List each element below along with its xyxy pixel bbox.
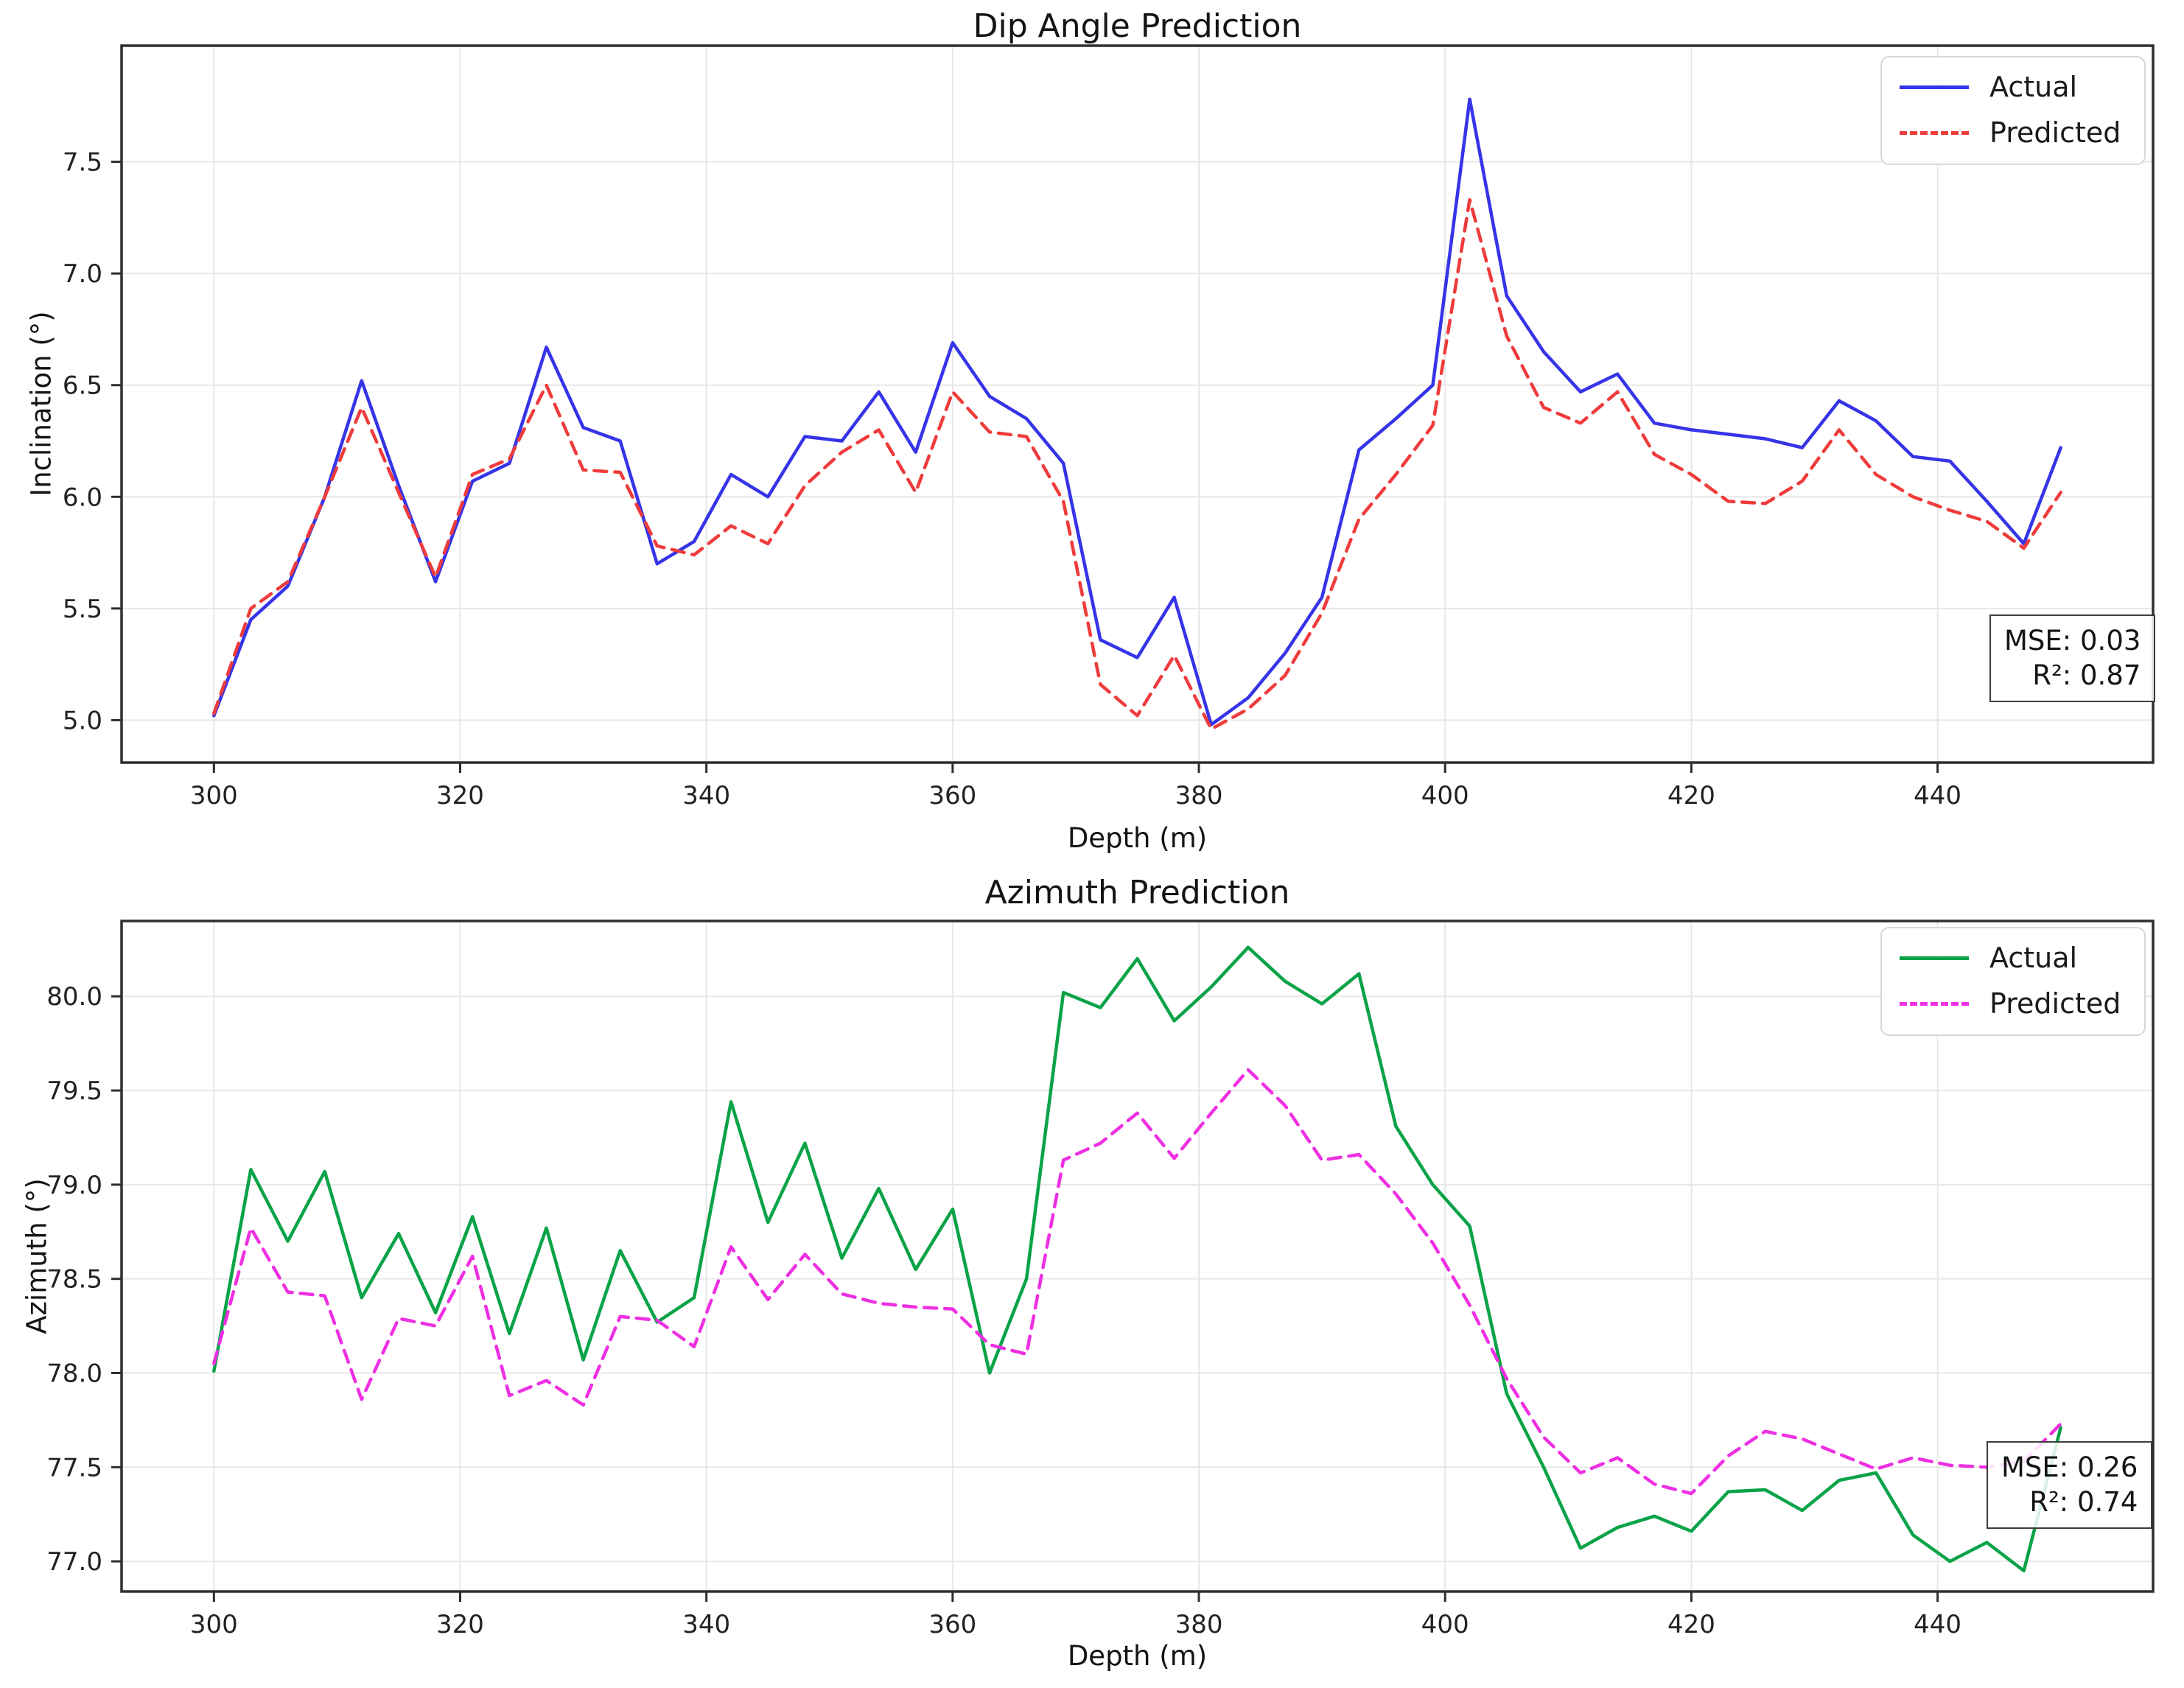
mse-value: MSE: 0.03	[2004, 625, 2141, 656]
x-tick-label: 420	[1667, 1610, 1715, 1639]
y-tick-label: 78.5	[46, 1265, 102, 1295]
azimuth-chart-title: Azimuth Prediction	[984, 874, 1290, 911]
x-tick-label: 360	[928, 781, 976, 810]
x-tick-label: 440	[1914, 1610, 1961, 1639]
predicted-line	[212, 197, 2062, 731]
azimuth-chart-x-axis-label: Depth (m)	[1067, 1640, 1208, 1672]
axes: 300 320 340 360 380 400 420 440 5.0 5.5 6.0 6.5 7.0 7…	[63, 44, 2155, 810]
legend-row-actual: Actual	[1900, 942, 2124, 974]
x-tick-label: 300	[190, 1610, 238, 1639]
actual-line-sample-icon	[1900, 85, 1969, 90]
dip-chart-y-axis-label: Inclination (°)	[25, 311, 57, 497]
data-series	[212, 945, 2062, 1573]
y-tick-label: 5.5	[63, 595, 102, 624]
axes: 300 320 340 360 380 400 420 440 77.0 77.5 78.0 78.5…	[46, 920, 2155, 1639]
y-tick-label: 77.0	[46, 1547, 102, 1577]
y-tick-label: 7.5	[63, 148, 102, 178]
y-tick-label: 80.0	[46, 982, 102, 1012]
legend-label: Predicted	[1989, 116, 2121, 149]
legend-row-predicted: Predicted	[1900, 987, 2124, 1020]
y-tick-label: 7.0	[63, 259, 102, 289]
azimuth-chart-y-axis-label: Azimuth (°)	[21, 1178, 53, 1334]
azimuth-chart-metrics-box: MSE: 0.26 R²: 0.74	[1987, 1441, 2153, 1529]
x-tick-label: 400	[1421, 1610, 1469, 1639]
dip-chart-legend: Actual Predicted	[1880, 56, 2146, 165]
predicted-line-sample-icon	[1900, 1002, 1969, 1006]
x-tick-label: 300	[190, 781, 238, 810]
plot-frame	[120, 44, 2155, 764]
x-tick-label: 420	[1667, 781, 1715, 810]
data-series	[212, 97, 2062, 731]
gridlines	[122, 921, 2153, 1591]
legend-label: Actual	[1989, 71, 2078, 103]
x-tick-label: 380	[1175, 781, 1223, 810]
dip-chart-title: Dip Angle Prediction	[973, 7, 1302, 45]
dip-angle-chart-canvas: 300 320 340 360 380 400 420 440 5.0 5.5 6.0 6.5 7.0 7…	[63, 44, 2155, 810]
y-tick-label: 79.0	[46, 1171, 102, 1200]
dip-chart-x-axis-label: Depth (m)	[1067, 822, 1208, 854]
actual-line	[212, 97, 2062, 726]
gridlines	[122, 46, 2153, 763]
predicted-line	[212, 1068, 2062, 1496]
y-tick-label: 78.0	[46, 1359, 102, 1388]
legend-label: Predicted	[1989, 987, 2121, 1020]
y-tick-label: 79.5	[46, 1076, 102, 1106]
actual-line	[212, 945, 2062, 1573]
y-tick-label: 6.5	[63, 371, 102, 401]
y-tick-label: 77.5	[46, 1453, 102, 1482]
azimuth-chart-legend: Actual Predicted	[1880, 927, 2146, 1036]
x-tick-label: 340	[682, 1610, 730, 1639]
predicted-line-sample-icon	[1900, 131, 1969, 136]
legend-label: Actual	[1989, 942, 2078, 974]
y-tick-label: 5.0	[63, 706, 102, 735]
mse-value: MSE: 0.26	[2001, 1451, 2138, 1483]
x-tick-label: 320	[436, 781, 484, 810]
x-tick-label: 400	[1421, 781, 1469, 810]
r2-value: R²: 0.74	[2029, 1486, 2138, 1519]
x-tick-label: 440	[1914, 781, 1961, 810]
legend-row-actual: Actual	[1900, 71, 2124, 103]
azimuth-chart-canvas: 300 320 340 360 380 400 420 440 77.0 77.5 78.0 78.5…	[46, 920, 2155, 1639]
x-tick-label: 320	[436, 1610, 484, 1639]
actual-line-sample-icon	[1900, 956, 1969, 961]
dip-chart-metrics-box: MSE: 0.03 R²: 0.87	[1989, 614, 2156, 702]
r2-value: R²: 0.87	[2032, 659, 2141, 692]
x-tick-label: 360	[928, 1610, 976, 1639]
y-tick-label: 6.0	[63, 483, 102, 512]
x-tick-label: 380	[1175, 1610, 1223, 1639]
plot-frame	[120, 920, 2155, 1593]
legend-row-predicted: Predicted	[1900, 116, 2124, 149]
x-tick-label: 340	[682, 781, 730, 810]
